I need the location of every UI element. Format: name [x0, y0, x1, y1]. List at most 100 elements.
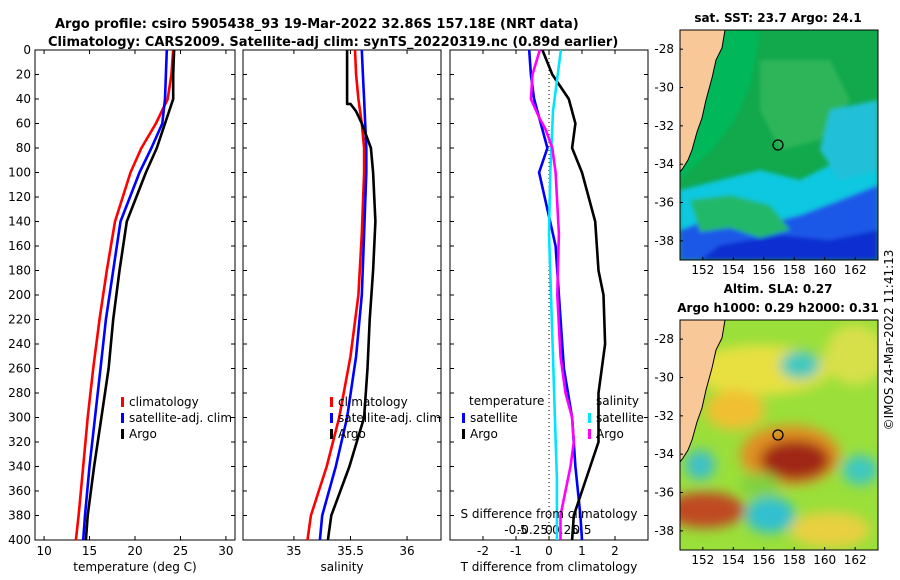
legend-label-t-argo: Argo: [470, 427, 498, 441]
map-x-tick-label: 162: [844, 263, 867, 277]
map-y-tick-label: -30: [654, 371, 674, 385]
map-x-tick-label: 152: [691, 263, 714, 277]
sst-green-tongue: [690, 195, 790, 238]
x-tick-label: -2: [477, 544, 489, 558]
sst-map-title: sat. SST: 23.7 Argo: 24.1: [694, 11, 861, 25]
x-tick-label: 10: [36, 544, 51, 558]
legend-label-satellite-clim: satellite-adj. clim: [338, 411, 441, 425]
legend-label-satellite-clim: satellite-adj. clim: [129, 411, 232, 425]
y-tick-label: 40: [16, 92, 31, 106]
series-line-satellite-adj-clim: [81, 49, 169, 541]
series-line-satellite-adj-clim: [318, 49, 368, 541]
temperature-xlabel: temperature (deg C): [73, 560, 196, 574]
map-y-tick-label: -30: [654, 81, 674, 95]
legend-label-argo: Argo: [338, 427, 366, 441]
series-line-argo: [84, 49, 176, 541]
map-x-tick-label: 154: [722, 263, 745, 277]
x-tick-label: 1: [578, 544, 586, 558]
x-tick-label: 36: [399, 544, 414, 558]
map-x-tick-label: 158: [783, 263, 806, 277]
y-tick-label: 400: [8, 533, 31, 547]
legend-label-s-argo: Argo: [596, 427, 624, 441]
difference-xlabel-top: S difference from climatology: [461, 507, 638, 521]
series-line-climatology: [306, 49, 366, 541]
legend-label-argo: Argo: [129, 427, 157, 441]
difference-legend: temperature salinity satellite Argo sate…: [462, 394, 644, 441]
y-tick-label: 100: [8, 166, 31, 180]
x-tick-label: 30: [218, 544, 233, 558]
legend-label-climatology: climatology: [129, 395, 199, 409]
copyright-note: ©IMOS 24-Mar-2022 11:41:13: [882, 250, 896, 431]
sla-warm-southwest: [680, 492, 745, 528]
legend-swatch-t-argo: [462, 429, 465, 439]
y-tick-label: 120: [8, 190, 31, 204]
map-y-tick-label: -32: [654, 409, 674, 423]
map-x-tick-label: 156: [752, 553, 775, 567]
y-tick-label: 160: [8, 239, 31, 253]
y-tick-label: 340: [8, 460, 31, 474]
y-tick-label: 200: [8, 288, 31, 302]
sla-map-title-1: Altim. SLA: 0.27: [724, 282, 833, 296]
map-x-tick-label: 162: [844, 553, 867, 567]
temperature-panel: 0 20 40 60 80 100 120 140 160 180 200 220 240 260 280 3…: [8, 43, 236, 574]
y-tick-label: 260: [8, 362, 31, 376]
sla-green-gap: [740, 473, 780, 497]
map-x-tick-label: 158: [783, 553, 806, 567]
temperature-axes-box: [34, 49, 236, 541]
legend-label-s-satellite: satellite: [596, 411, 644, 425]
map-y-tick-label: -28: [654, 332, 674, 346]
sla-map-frame: [679, 319, 879, 551]
difference-xlabel: T difference from climatology: [460, 560, 638, 574]
x-tick-label: 2: [611, 544, 619, 558]
legend-swatch-satellite-clim: [121, 413, 124, 423]
y-tick-label: 180: [8, 264, 31, 278]
y-tick-label: 240: [8, 337, 31, 351]
x-top-tick-label: -0.25: [517, 523, 548, 537]
title-line-2: Climatology: CARS2009. Satellite-adj cli…: [48, 35, 618, 50]
map-y-tick-label: -38: [654, 524, 674, 538]
temperature-plot: 0 20 40 60 80 100 120 140 160 180 200 220 240 260 280 3…: [8, 43, 235, 558]
sst-cool-water-east: [820, 100, 878, 180]
x-tick-label: 15: [82, 544, 97, 558]
map-y-tick-label: -38: [654, 234, 674, 248]
sla-yellow-east: [825, 325, 878, 385]
sst-coldest-water: [700, 230, 878, 260]
map-x-tick-label: 160: [813, 553, 836, 567]
y-tick-label: 60: [16, 117, 31, 131]
map-y-tick-label: -34: [654, 157, 674, 171]
legend-label-climatology: climatology: [338, 395, 408, 409]
map-y-tick-label: -36: [654, 486, 674, 500]
y-tick-label: 380: [8, 509, 31, 523]
sla-cyan-patch-north: [780, 351, 820, 379]
x-tick-label: 0: [545, 544, 553, 558]
map-x-tick-label: 160: [813, 263, 836, 277]
series-line-s-satellite: [547, 49, 563, 540]
legend-swatch-t-satellite: [462, 413, 465, 423]
y-tick-label: 140: [8, 215, 31, 229]
x-tick-label: 25: [173, 544, 188, 558]
legend-title-temperature: temperature: [469, 394, 544, 408]
salinity-plot: 35 35.5 36: [243, 49, 441, 558]
sla-land: [680, 320, 726, 463]
y-tick-label: 320: [8, 435, 31, 449]
sst-map-image: [680, 30, 878, 260]
map-y-tick-label: -36: [654, 196, 674, 210]
legend-swatch-satellite-clim: [330, 413, 333, 423]
series-line-t-satellite: [527, 49, 584, 541]
map-y-tick-label: -34: [654, 447, 674, 461]
series-line-argo: [326, 50, 377, 541]
salinity-xlabel: salinity: [320, 560, 363, 574]
sla-map-title-2: Argo h1000: 0.29 h2000: 0.31: [677, 301, 878, 315]
map-x-tick-label: 154: [722, 553, 745, 567]
title-line-1: Argo profile: csiro 5905438_93 19-Mar-20…: [55, 17, 579, 32]
sla-argo-marker: [772, 429, 784, 441]
x-tick-label: -1: [510, 544, 522, 558]
salinity-legend: climatology satellite-adj. clim Argo: [330, 395, 441, 441]
legend-swatch-s-satellite: [588, 413, 591, 423]
sla-yellow-south: [790, 512, 870, 548]
sla-map-panel: Altim. SLA: 0.27 Argo h1000: 0.29 h2000:…: [654, 282, 879, 567]
sla-cyan-west: [685, 450, 715, 480]
map-y-tick-label: -32: [654, 119, 674, 133]
